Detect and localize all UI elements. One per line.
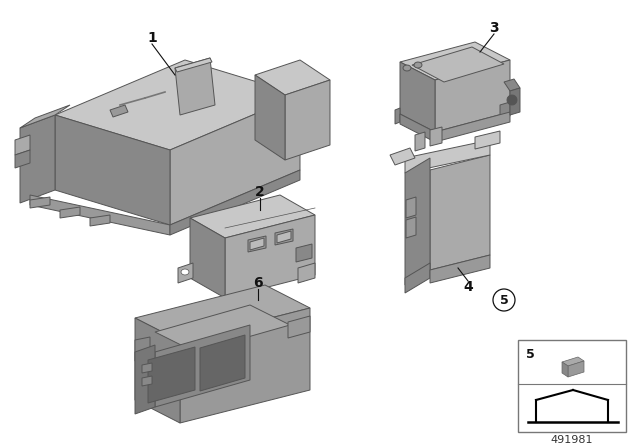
Polygon shape [298,263,315,283]
FancyBboxPatch shape [518,340,626,432]
Polygon shape [255,60,330,95]
Polygon shape [155,325,250,407]
Polygon shape [414,62,422,68]
Polygon shape [135,285,310,341]
Polygon shape [288,316,310,338]
Polygon shape [285,80,330,160]
Polygon shape [15,135,30,155]
Polygon shape [562,362,568,377]
Polygon shape [568,361,584,377]
Polygon shape [148,347,195,403]
Polygon shape [403,65,411,71]
Polygon shape [30,195,170,235]
Polygon shape [142,376,152,386]
Polygon shape [175,58,215,115]
Polygon shape [395,108,400,124]
Polygon shape [510,88,520,115]
Polygon shape [20,115,55,203]
Circle shape [493,289,515,311]
Polygon shape [225,215,315,298]
Polygon shape [55,115,170,225]
Polygon shape [180,308,310,423]
Polygon shape [415,132,425,151]
Polygon shape [170,170,300,235]
Polygon shape [55,60,300,150]
Polygon shape [475,131,500,149]
Polygon shape [135,318,180,423]
Polygon shape [170,95,300,225]
Text: 2: 2 [255,185,265,199]
Polygon shape [405,263,430,293]
Text: 1: 1 [147,31,157,45]
Polygon shape [504,79,520,91]
Text: 4: 4 [463,280,473,294]
Polygon shape [15,150,30,168]
Polygon shape [400,42,510,80]
Polygon shape [405,158,430,285]
Polygon shape [181,269,189,275]
Polygon shape [275,229,293,245]
Polygon shape [20,105,70,128]
Polygon shape [190,218,225,298]
Polygon shape [178,263,193,283]
Polygon shape [277,231,291,243]
Polygon shape [90,215,110,226]
Polygon shape [135,337,150,361]
Polygon shape [296,244,312,262]
Polygon shape [155,305,290,352]
Polygon shape [60,207,80,218]
Polygon shape [430,127,442,146]
Polygon shape [500,102,510,119]
Text: 3: 3 [489,21,499,35]
Polygon shape [30,197,50,208]
Polygon shape [200,335,245,391]
Polygon shape [435,60,510,132]
Polygon shape [400,62,435,132]
Polygon shape [255,75,285,160]
Text: 6: 6 [253,276,263,290]
Polygon shape [405,140,490,173]
Polygon shape [142,363,152,373]
Polygon shape [250,238,264,250]
Polygon shape [400,114,435,142]
Polygon shape [110,105,128,117]
Polygon shape [135,345,155,414]
Polygon shape [435,112,510,142]
Polygon shape [406,217,416,238]
Polygon shape [562,357,584,366]
Polygon shape [406,197,416,218]
Polygon shape [175,58,212,72]
Text: 491981: 491981 [551,435,593,445]
Polygon shape [190,195,315,238]
Polygon shape [248,236,266,252]
Text: 5: 5 [500,293,508,306]
Polygon shape [430,255,490,283]
Polygon shape [390,148,415,165]
Polygon shape [507,95,517,105]
Polygon shape [430,155,490,270]
Text: 5: 5 [526,348,535,361]
Polygon shape [412,47,504,82]
